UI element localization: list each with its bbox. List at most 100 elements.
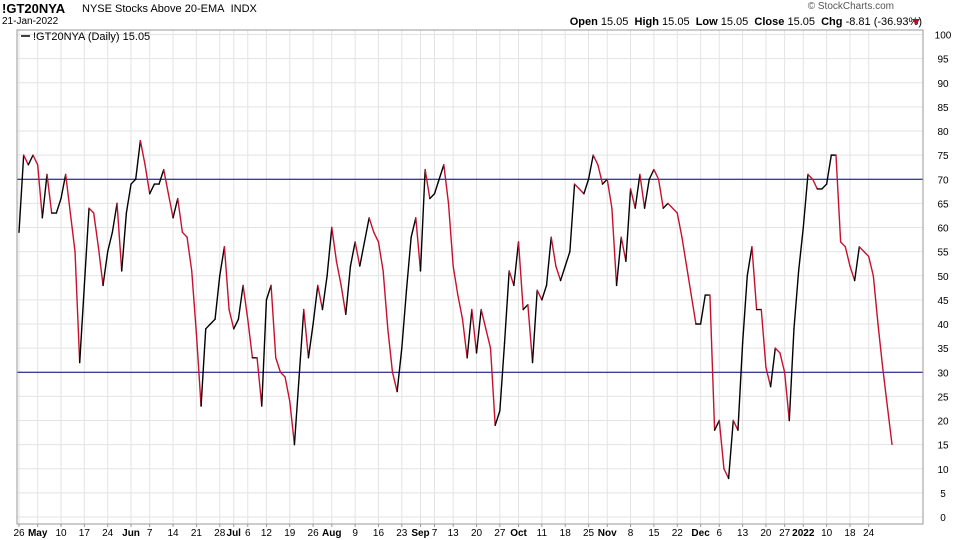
series-segment: [419, 168, 426, 272]
series-segment: [835, 154, 842, 243]
series-segment: [149, 183, 156, 195]
series-segment: [494, 410, 501, 427]
series-segment: [429, 193, 436, 200]
series-segment: [284, 376, 291, 402]
series-segment: [303, 308, 310, 359]
series-segment: [256, 357, 263, 407]
y-tick-label: 90: [937, 79, 949, 90]
x-tick-label: Dec: [691, 528, 710, 539]
series-segment: [751, 246, 758, 311]
y-tick-label: 50: [937, 272, 949, 283]
x-tick-label: 13: [448, 528, 460, 539]
series-segment: [359, 241, 366, 267]
x-tick-label: 26: [308, 528, 320, 539]
series-segment: [573, 183, 580, 190]
series-segment: [396, 347, 403, 393]
series-segment: [247, 318, 254, 359]
series-segment: [783, 371, 790, 422]
series-segment: [676, 212, 683, 238]
y-tick-label: 60: [937, 224, 949, 235]
series-segment: [662, 202, 669, 209]
series-segment: [265, 284, 272, 301]
series-segment: [326, 226, 333, 277]
series-segment: [452, 265, 459, 296]
series-segment: [527, 304, 534, 364]
series-segment: [620, 236, 627, 262]
series-segment: [769, 347, 776, 388]
series-segment: [335, 260, 342, 287]
series-segment: [111, 202, 118, 234]
series-segment: [774, 347, 781, 354]
series-segment: [373, 231, 380, 243]
series-segment: [405, 236, 412, 291]
x-tick-label: Jul: [227, 528, 242, 539]
series-segment: [135, 139, 142, 180]
series-segment: [625, 188, 632, 262]
x-tick-label: 27: [779, 528, 791, 539]
y-tick-label: 95: [937, 55, 949, 66]
series-segment: [611, 207, 618, 287]
x-tick-label: 15: [648, 528, 660, 539]
series-segment: [447, 202, 454, 267]
series-segment: [331, 226, 338, 262]
y-tick-label: 80: [937, 127, 949, 138]
series-segment: [293, 376, 300, 446]
series-segment: [144, 164, 151, 195]
series-segment: [657, 178, 664, 209]
series-segment: [349, 241, 356, 267]
series-segment: [685, 265, 692, 296]
series-segment: [242, 284, 249, 320]
x-tick-label: 14: [167, 528, 179, 539]
series-segment: [858, 246, 865, 253]
series-segment: [634, 173, 641, 209]
open-value: 15.05: [600, 16, 629, 28]
series-segment: [438, 164, 445, 180]
series-segment: [317, 284, 324, 311]
x-tick-label: Oct: [510, 528, 527, 539]
series-segment: [797, 226, 804, 272]
series-segment: [559, 265, 566, 282]
series-segment: [489, 347, 496, 427]
series-layer: [18, 139, 893, 480]
ohlc-readout: Open 15.05 High 15.05 Low 15.05 Close 15…: [570, 16, 922, 28]
series-segment: [219, 246, 226, 277]
series-segment: [22, 154, 30, 166]
x-tick-label: Nov: [598, 528, 617, 539]
x-tick-label: 11: [537, 528, 548, 539]
y-tick-label: 5: [940, 489, 946, 500]
series-segment: [667, 202, 674, 209]
series-segment: [779, 352, 786, 373]
y-tick-label: 55: [937, 248, 949, 259]
series-segment: [121, 212, 128, 272]
series-segment: [312, 284, 319, 325]
series-segment: [36, 164, 44, 219]
series-segment: [461, 318, 468, 359]
series-segment: [223, 246, 230, 311]
low-label: Low: [695, 16, 718, 28]
grid-layer: [17, 30, 923, 524]
series-segment: [587, 154, 594, 180]
x-tick-label: 10: [55, 528, 67, 539]
x-tick-label: 6: [716, 528, 722, 539]
y-tick-label: 85: [937, 103, 949, 114]
series-segment: [368, 217, 375, 234]
y-tick-label: 65: [937, 199, 949, 210]
series-segment: [237, 284, 244, 320]
series-segment: [475, 308, 482, 354]
series-segment: [167, 193, 174, 219]
series-segment: [671, 207, 678, 214]
y-tick-label: 45: [937, 296, 949, 307]
series-segment: [550, 236, 557, 267]
series-segment: [60, 173, 67, 200]
series-segment: [471, 308, 478, 354]
series-segment: [597, 164, 604, 185]
series-segment: [391, 371, 398, 393]
x-tick-label: 20: [471, 528, 483, 539]
series-segment: [545, 236, 552, 287]
y-tick-label: 30: [937, 368, 949, 379]
series-segment: [713, 419, 720, 431]
series-segment: [578, 188, 585, 195]
series-segment: [321, 275, 328, 311]
series-segment: [107, 231, 114, 253]
